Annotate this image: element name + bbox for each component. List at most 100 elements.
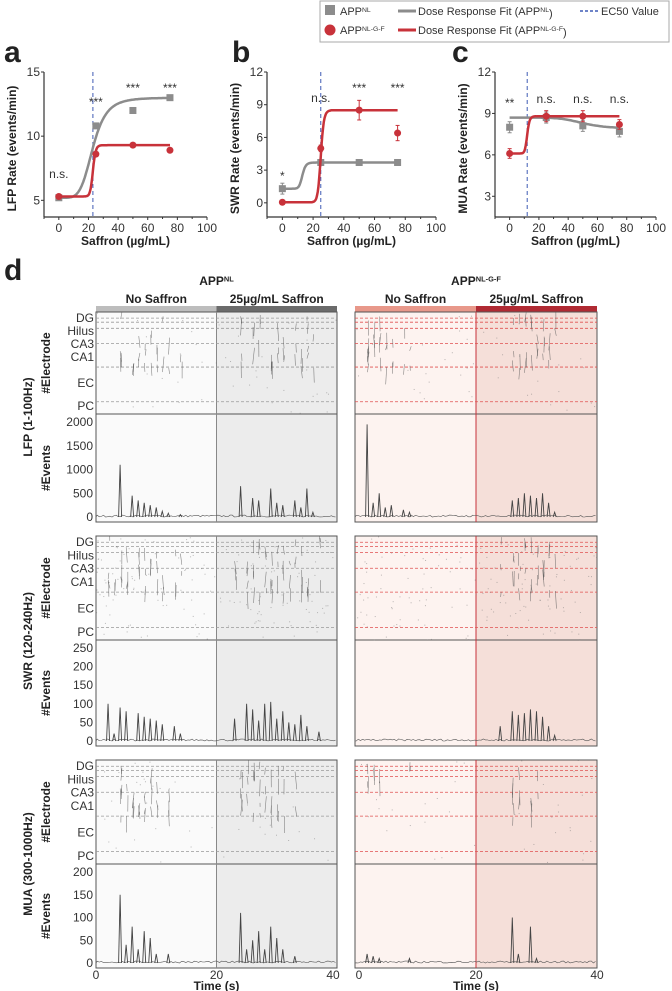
raster-dot (521, 583, 523, 585)
event-peak (407, 957, 412, 964)
raster-spike (162, 356, 165, 373)
raster-spike (277, 804, 279, 822)
raster-dot (182, 320, 184, 322)
raster-dot (479, 562, 481, 564)
legend-square-marker (325, 5, 335, 15)
event-peak (528, 926, 533, 964)
raster-dot (570, 589, 572, 591)
condition-label: 25µg/mL Saffron (489, 292, 583, 306)
raster-spike (524, 357, 527, 373)
raster-spike (121, 579, 123, 588)
raster-dot (456, 761, 458, 763)
raster-dot (359, 594, 361, 596)
raster-dot (569, 830, 571, 832)
raster-dot (422, 558, 424, 560)
raster-spike (138, 564, 140, 580)
significance-label: n.s. (537, 92, 556, 106)
raster-spike (554, 553, 556, 569)
raster-dot (430, 638, 432, 640)
events-tick-label: 0 (86, 510, 93, 524)
raster-dot (451, 352, 453, 354)
event-peak (522, 713, 527, 742)
raster-dot (132, 406, 134, 408)
raster-dot (496, 337, 498, 339)
raster-spike (120, 765, 122, 774)
raster-dot (327, 605, 329, 607)
event-peak (274, 937, 279, 964)
event-baseline (95, 738, 336, 742)
raster-spike (294, 539, 297, 547)
raster-dot (590, 402, 592, 404)
event-peak (540, 716, 545, 742)
region-label: CA3 (71, 562, 95, 576)
raster-dot (519, 355, 521, 357)
x-tick-label: 20 (532, 221, 546, 235)
significance-label: *** (89, 95, 103, 109)
raster-dot (582, 859, 584, 861)
raster-spike (313, 367, 315, 383)
raster-dot (539, 366, 541, 368)
y-tick-label: 9 (256, 98, 263, 112)
raster-dot (385, 636, 387, 638)
x-tick-label: 60 (141, 221, 155, 235)
events-tick-label: 0 (86, 956, 93, 970)
raster-dot (123, 553, 125, 555)
raster-dot (563, 610, 565, 612)
raster-spike (512, 571, 514, 587)
raster-dot (527, 394, 529, 396)
event-peak (136, 713, 141, 742)
event-peak (172, 726, 177, 742)
raster-dot (458, 316, 460, 318)
raster-spike (409, 346, 412, 351)
raster-dot (535, 583, 537, 585)
event-peak (292, 956, 297, 964)
raster-dot (292, 806, 294, 808)
raster-dot (366, 571, 368, 573)
raster-dot (426, 639, 428, 641)
raster-dot (184, 569, 186, 571)
legend-circle-marker (324, 24, 336, 36)
raster-dot (307, 541, 309, 543)
raster-dot (264, 833, 266, 835)
event-peak (528, 495, 533, 518)
raster-dot (413, 388, 415, 390)
raster-dot (119, 560, 121, 562)
fit-curve-appnl-g-f (282, 108, 398, 204)
raster-dot (363, 623, 365, 625)
raster-dot (407, 577, 409, 579)
raster-dot (246, 604, 248, 606)
events-tick-label: 150 (73, 888, 93, 902)
condition-bar (476, 306, 597, 312)
raster-dot (399, 625, 401, 627)
raster-dot (229, 600, 231, 602)
raster-dot (249, 545, 251, 547)
raster-dot (373, 639, 375, 641)
raster-dot (419, 600, 421, 602)
raster-spike (555, 590, 557, 609)
event-peak (407, 510, 412, 518)
raster-dot (503, 594, 505, 596)
raster-spike (530, 803, 533, 814)
data-point-square (278, 185, 286, 193)
raster-spike (258, 539, 260, 555)
raster-spike (403, 364, 405, 375)
raster-dot (463, 762, 465, 764)
x-tick-label: 0 (506, 221, 513, 235)
raster-spike (276, 545, 279, 555)
event-baseline (95, 960, 336, 964)
events-tick-label: 100 (73, 911, 93, 925)
raster-dot (131, 576, 133, 578)
raster-dot (134, 839, 136, 841)
raster-dot (366, 614, 368, 616)
y-tick-label: 9 (484, 106, 491, 120)
raster-dot (523, 848, 525, 850)
raster-dot (180, 589, 182, 591)
raster-spike (518, 588, 521, 601)
raster-dot (289, 621, 291, 623)
event-peak (142, 502, 147, 518)
event-peak (160, 724, 165, 742)
raster-dot (423, 573, 425, 575)
region-label: EC (77, 376, 94, 390)
